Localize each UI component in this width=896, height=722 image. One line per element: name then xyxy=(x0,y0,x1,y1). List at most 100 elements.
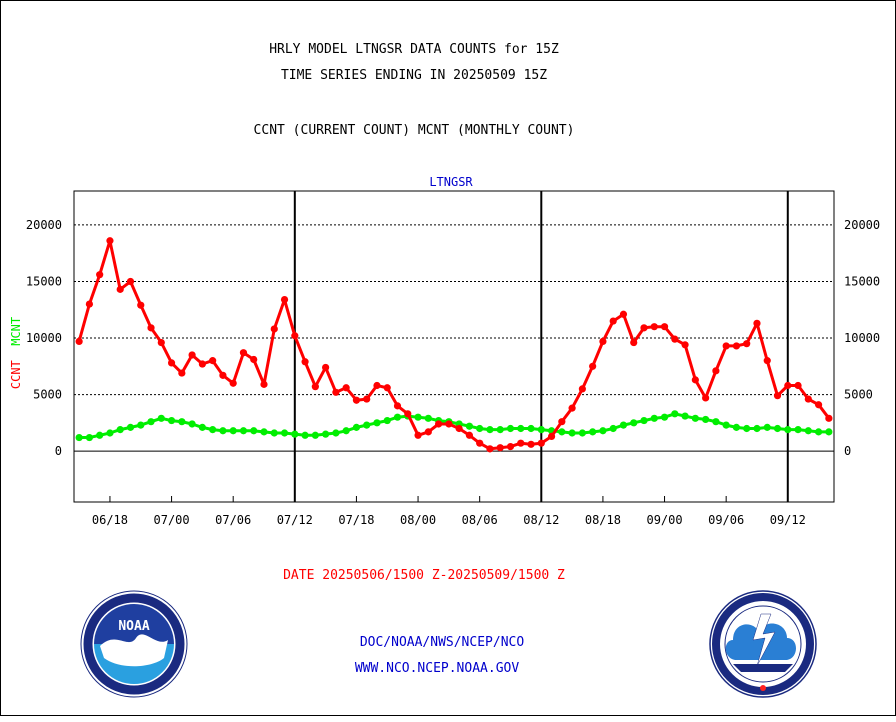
data-point-mcnt xyxy=(250,427,258,435)
data-point-ccnt xyxy=(753,319,761,327)
x-tick-label: 08/18 xyxy=(585,513,621,527)
data-point-ccnt xyxy=(630,338,638,347)
x-tick-label: 09/12 xyxy=(770,513,806,527)
noaa-logo: NOAA xyxy=(80,590,188,698)
data-point-mcnt xyxy=(393,413,402,421)
y-tick-label-right: 5000 xyxy=(844,388,873,402)
y-tick-label-right: 10000 xyxy=(844,331,880,345)
data-point-ccnt xyxy=(496,444,504,452)
data-point-ccnt xyxy=(589,362,597,370)
data-point-ccnt xyxy=(517,439,525,447)
y-tick-label: 0 xyxy=(55,444,62,458)
data-point-mcnt xyxy=(506,424,515,433)
data-point-mcnt xyxy=(342,427,350,435)
data-point-ccnt xyxy=(558,418,566,426)
series-ccnt xyxy=(75,237,833,453)
data-point-ccnt xyxy=(96,271,104,279)
data-point-ccnt xyxy=(188,351,196,359)
data-point-mcnt xyxy=(137,421,145,429)
noaa-logo-text: NOAA xyxy=(118,619,149,634)
data-point-mcnt xyxy=(568,429,576,437)
data-point-ccnt xyxy=(280,295,289,304)
data-point-mcnt xyxy=(147,418,155,426)
data-point-ccnt xyxy=(363,395,371,403)
data-point-ccnt xyxy=(178,369,186,377)
data-point-mcnt xyxy=(558,428,566,436)
data-point-mcnt xyxy=(301,431,309,439)
data-point-mcnt xyxy=(825,428,833,436)
data-point-mcnt xyxy=(75,433,83,442)
x-tick-label: 09/06 xyxy=(708,513,744,527)
data-point-ccnt xyxy=(712,367,720,375)
data-point-mcnt xyxy=(527,424,535,433)
data-point-ccnt xyxy=(291,332,299,340)
data-point-ccnt xyxy=(404,410,412,418)
data-point-ccnt xyxy=(465,431,474,439)
data-point-mcnt xyxy=(794,426,802,434)
data-point-ccnt xyxy=(506,442,515,451)
data-point-mcnt xyxy=(599,427,607,435)
data-point-ccnt xyxy=(732,342,741,350)
data-point-mcnt xyxy=(743,424,751,433)
y-tick-label-right: 20000 xyxy=(844,218,880,232)
data-point-ccnt xyxy=(773,392,782,400)
data-point-mcnt xyxy=(178,418,186,426)
data-point-ccnt xyxy=(794,381,802,390)
data-point-ccnt xyxy=(332,388,340,396)
data-point-mcnt xyxy=(804,427,812,435)
data-point-ccnt xyxy=(85,300,94,308)
data-point-ccnt xyxy=(743,340,751,348)
data-point-mcnt xyxy=(167,416,176,425)
data-point-mcnt xyxy=(373,419,381,427)
data-point-mcnt xyxy=(773,424,782,433)
data-point-mcnt xyxy=(280,429,289,437)
data-point-ccnt xyxy=(660,323,669,331)
y-axis-label: CCNT MCNT xyxy=(9,317,23,389)
data-point-ccnt xyxy=(722,342,730,350)
data-point-ccnt xyxy=(75,337,83,346)
axis-ticks: 0 0 5000 5000 10000 10000 15000 15000 20000 20000… xyxy=(26,218,880,527)
data-point-ccnt xyxy=(352,396,361,404)
data-point-ccnt xyxy=(599,337,607,346)
data-point-mcnt xyxy=(609,424,617,433)
date-range: DATE 20250506/1500 Z-20250509/1500 Z xyxy=(283,568,565,583)
data-point-mcnt xyxy=(126,423,135,431)
data-point-mcnt xyxy=(424,414,432,422)
data-point-mcnt xyxy=(198,423,206,431)
y-tick-label: 10000 xyxy=(26,331,62,345)
data-point-mcnt xyxy=(753,424,761,433)
data-point-ccnt xyxy=(527,440,535,448)
data-point-ccnt xyxy=(342,384,350,392)
data-point-mcnt xyxy=(630,419,638,427)
data-point-mcnt xyxy=(671,410,679,418)
data-point-mcnt xyxy=(229,427,237,435)
ylabel-ccnt: CCNT xyxy=(9,360,23,389)
x-tick-label: 07/18 xyxy=(338,513,374,527)
data-point-ccnt xyxy=(784,381,792,390)
data-point-mcnt xyxy=(239,427,248,435)
data-point-mcnt xyxy=(537,426,545,434)
data-point-ccnt xyxy=(260,380,268,388)
data-point-ccnt xyxy=(650,323,658,331)
title-line2: TIME SERIES ENDING IN 20250509 15Z xyxy=(281,68,547,83)
data-point-mcnt xyxy=(383,416,391,425)
chart-subtitle: CCNT (CURRENT COUNT) MCNT (MONTHLY COUNT… xyxy=(254,123,575,138)
data-point-mcnt xyxy=(517,424,525,433)
data-point-ccnt xyxy=(578,385,586,393)
data-point-ccnt xyxy=(311,383,319,391)
data-point-mcnt xyxy=(660,413,669,421)
data-point-ccnt xyxy=(106,237,114,245)
data-point-ccnt xyxy=(322,363,330,372)
data-point-ccnt xyxy=(147,324,155,332)
data-point-ccnt xyxy=(619,310,628,318)
data-point-ccnt xyxy=(157,338,165,347)
data-point-mcnt xyxy=(589,428,597,436)
data-point-ccnt xyxy=(301,358,309,366)
data-point-mcnt xyxy=(363,421,371,429)
data-point-ccnt xyxy=(393,402,402,410)
data-point-ccnt xyxy=(198,360,206,368)
data-point-ccnt xyxy=(445,420,453,428)
x-tick-label: 09/00 xyxy=(646,513,682,527)
data-point-mcnt xyxy=(116,426,124,434)
data-point-mcnt xyxy=(691,414,699,422)
